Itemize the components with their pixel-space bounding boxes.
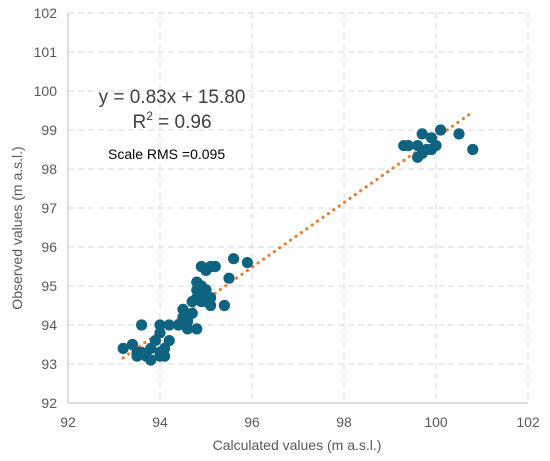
data-point [136, 319, 148, 331]
data-point [200, 288, 212, 300]
y-tick-label: 93 [41, 356, 57, 372]
y-tick-label: 94 [41, 317, 57, 333]
data-point [191, 323, 203, 335]
data-point [402, 140, 414, 152]
y-tick-label: 95 [41, 278, 57, 294]
x-tick-label: 96 [244, 414, 260, 430]
y-tick-label: 92 [41, 395, 57, 411]
y-tick-labels: 92 93 94 95 96 97 98 99 100 101 102 [34, 5, 58, 411]
x-axis-title: Calculated values (m a.s.l.) [213, 437, 382, 453]
data-point [195, 260, 207, 273]
y-tick-label: 98 [41, 161, 57, 177]
y-axis-title: Observed values (m a.s.l.) [9, 146, 25, 309]
y-tick-label: 102 [34, 5, 58, 21]
y-tick-label: 99 [41, 122, 57, 138]
data-point [223, 272, 235, 284]
data-point [154, 319, 166, 331]
data-point [182, 323, 194, 335]
equation-label: y = 0.83x + 15.80 [99, 87, 246, 108]
data-point [163, 319, 175, 331]
y-tick-label: 96 [41, 239, 57, 255]
y-tick-label: 100 [34, 83, 58, 99]
data-point [425, 143, 437, 156]
data-point [453, 128, 465, 140]
data-point [154, 327, 166, 339]
x-tick-label: 100 [424, 414, 448, 430]
data-point [186, 307, 198, 319]
x-tick-label: 98 [336, 414, 352, 430]
x-tick-labels: 92 94 96 98 100 102 [60, 414, 540, 430]
x-tick-label: 92 [60, 414, 76, 430]
points-layer [117, 124, 479, 366]
data-point [145, 354, 157, 366]
data-point [117, 342, 129, 354]
data-point [177, 303, 189, 315]
data-point [209, 260, 221, 273]
y-tick-label: 97 [41, 200, 57, 216]
data-point [435, 124, 447, 136]
grid [67, 12, 529, 404]
data-point [467, 143, 479, 156]
x-tick-label: 94 [152, 414, 168, 430]
r-squared-label: R2 = 0.96 [132, 109, 211, 133]
rms-label: Scale RMS =0.095 [108, 146, 225, 162]
y-tick-label: 101 [34, 44, 58, 60]
data-point [416, 128, 428, 140]
data-point [163, 335, 175, 347]
data-point [218, 299, 230, 312]
data-point [205, 299, 217, 312]
data-point [228, 253, 240, 265]
data-point [241, 257, 253, 269]
data-point [159, 350, 171, 362]
x-tick-label: 102 [516, 414, 540, 430]
